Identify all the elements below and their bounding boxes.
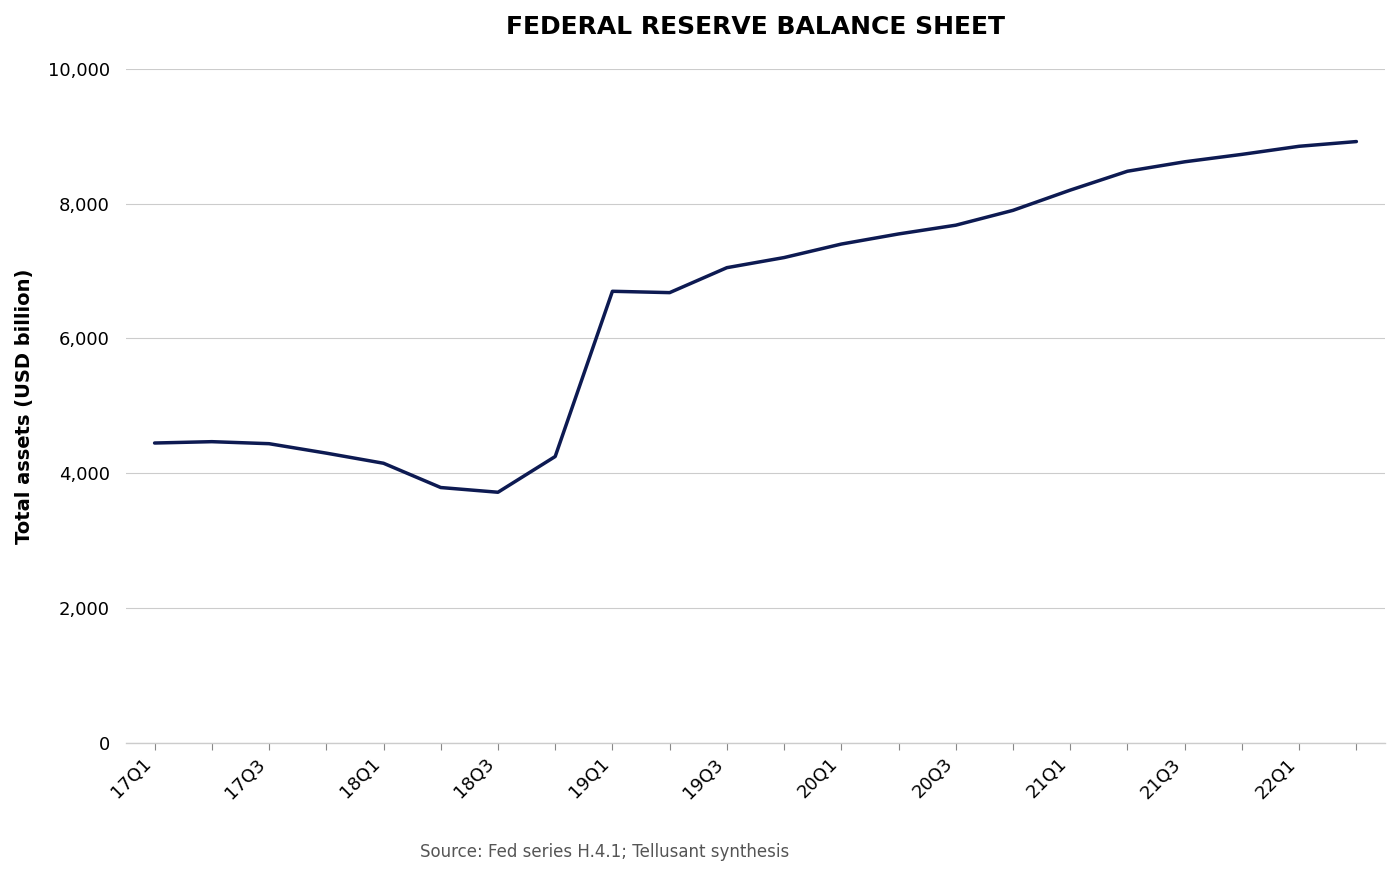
Text: Source: Fed series H.4.1; Tellusant synthesis: Source: Fed series H.4.1; Tellusant synt… xyxy=(420,843,790,861)
Y-axis label: Total assets (USD billion): Total assets (USD billion) xyxy=(15,268,34,543)
Title: FEDERAL RESERVE BALANCE SHEET: FEDERAL RESERVE BALANCE SHEET xyxy=(505,15,1005,39)
